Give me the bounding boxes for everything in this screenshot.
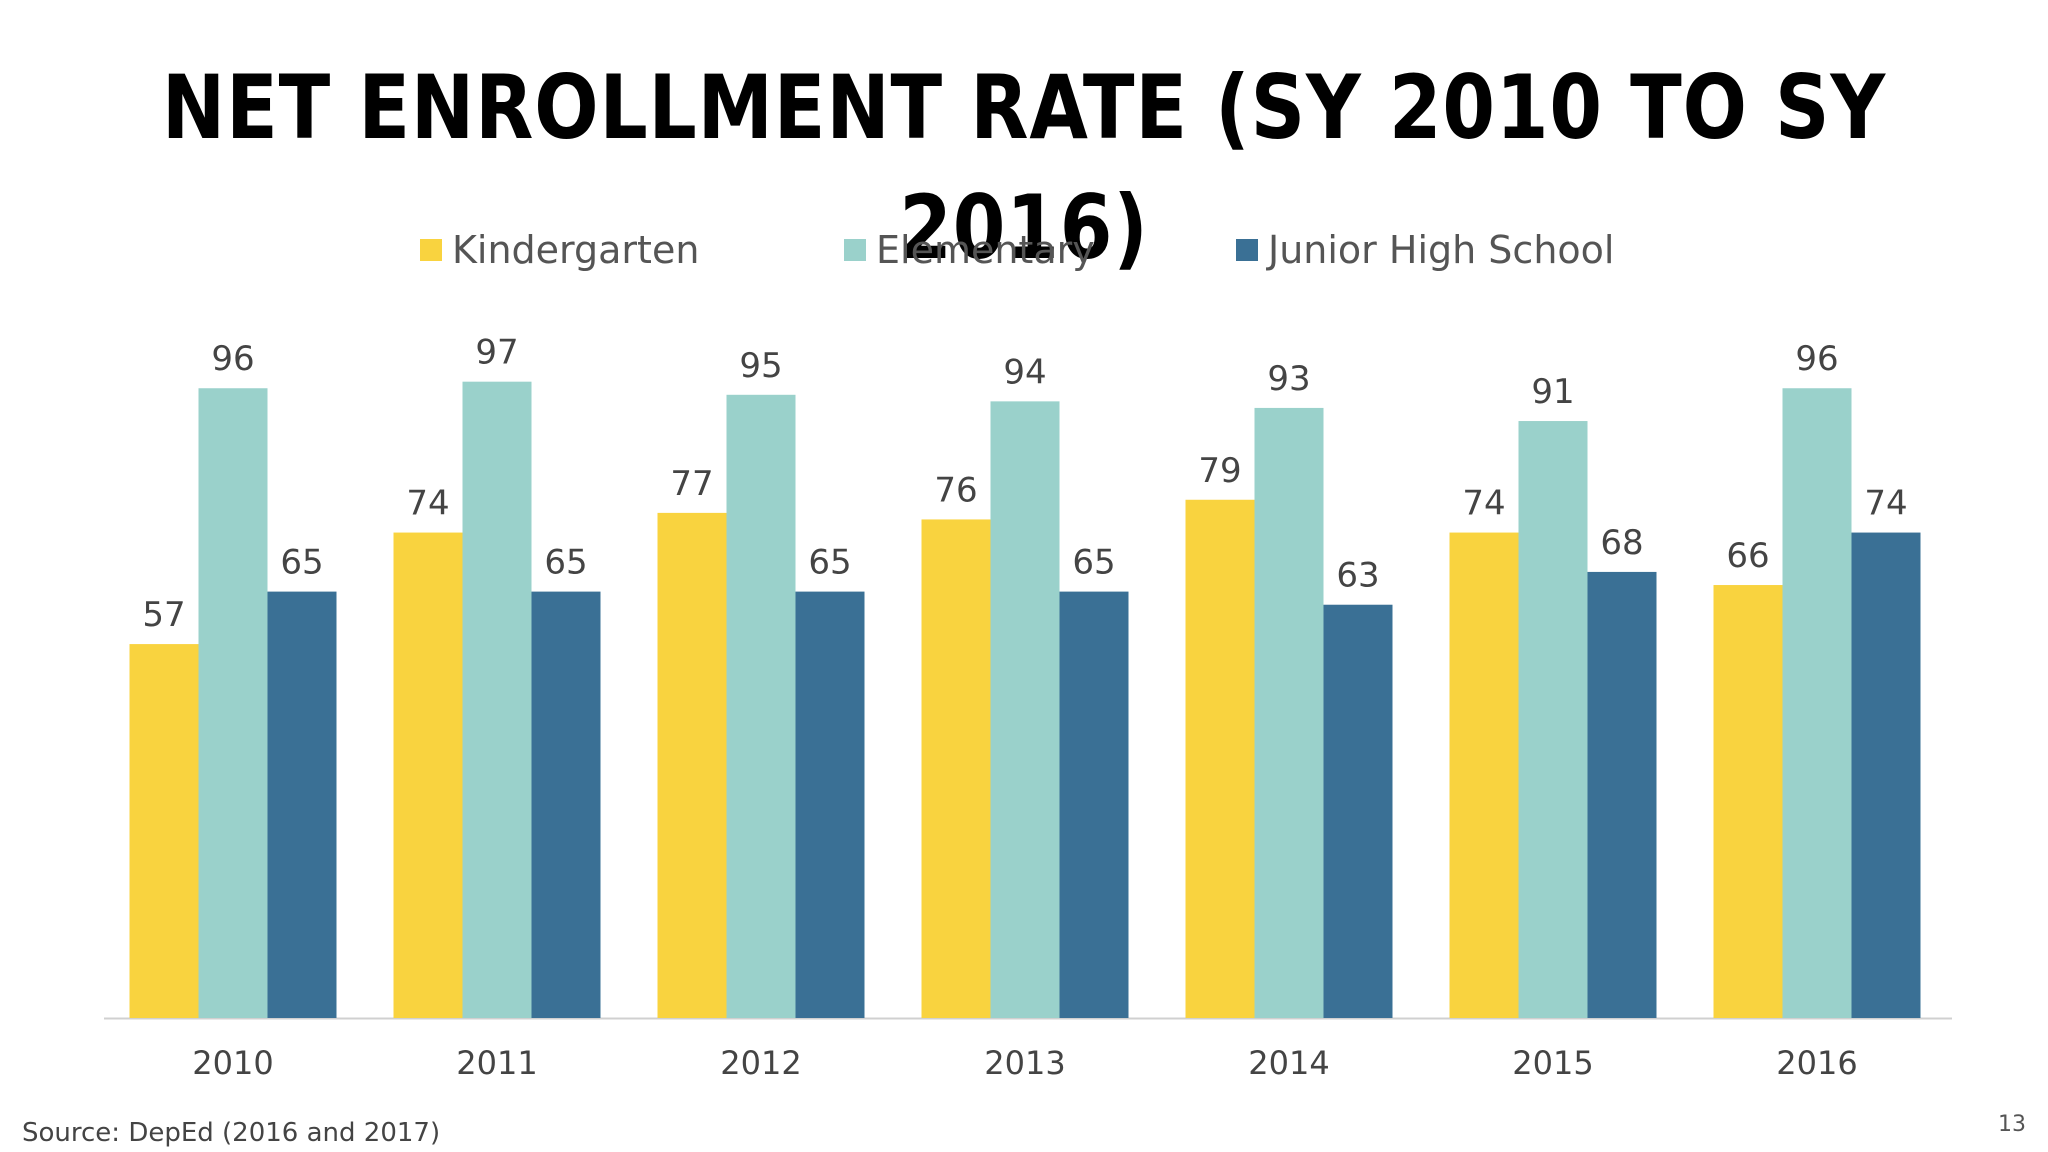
- data-label-kindergarten-2013: 76: [934, 470, 977, 510]
- data-label-kindergarten-2010: 57: [142, 595, 185, 635]
- legend-label-elementary: Elementary: [876, 228, 1095, 272]
- source-note: Source: DepEd (2016 and 2017): [22, 1118, 441, 1148]
- chart-legend: Kindergarten Elementary Junior High Scho…: [0, 222, 2048, 278]
- data-label-elementary-2014: 93: [1267, 359, 1310, 399]
- data-label-elementary-2012: 95: [739, 346, 782, 386]
- x-tick-label-2011: 2011: [456, 1044, 537, 1082]
- data-label-junior-high-school-2013: 65: [1072, 543, 1115, 583]
- legend-swatch-kindergarten: [420, 239, 442, 261]
- data-label-kindergarten-2016: 66: [1726, 536, 1769, 576]
- bar-elementary-2014: [1254, 407, 1324, 1018]
- bar-junior-high-school-2011: [531, 591, 601, 1018]
- bar-kindergarten-2012: [657, 512, 727, 1018]
- bar-elementary-2013: [990, 401, 1060, 1018]
- x-tick-label-2012: 2012: [720, 1044, 801, 1082]
- bar-kindergarten-2016: [1713, 585, 1783, 1018]
- bar-junior-high-school-2010: [267, 591, 337, 1018]
- bar-junior-high-school-2013: [1059, 591, 1129, 1018]
- data-label-junior-high-school-2012: 65: [808, 543, 851, 583]
- bar-elementary-2015: [1518, 421, 1588, 1018]
- legend-item-junior-high-school: Junior High School: [1236, 222, 1614, 278]
- data-label-junior-high-school-2011: 65: [544, 543, 587, 583]
- bar-kindergarten-2013: [921, 519, 991, 1018]
- x-tick-label-2013: 2013: [984, 1044, 1065, 1082]
- bar-kindergarten-2015: [1449, 532, 1519, 1018]
- data-label-elementary-2010: 96: [211, 339, 254, 379]
- x-tick-label-2010: 2010: [192, 1044, 273, 1082]
- bar-kindergarten-2010: [129, 644, 199, 1018]
- x-tick-label-2016: 2016: [1776, 1044, 1857, 1082]
- data-label-kindergarten-2015: 74: [1462, 484, 1505, 524]
- page-number: 13: [1998, 1112, 2026, 1137]
- data-label-kindergarten-2014: 79: [1198, 451, 1241, 491]
- legend-item-kindergarten: Kindergarten: [420, 222, 699, 278]
- bar-elementary-2012: [726, 394, 796, 1018]
- legend-label-junior-high-school: Junior High School: [1268, 228, 1615, 272]
- bar-kindergarten-2011: [393, 532, 463, 1018]
- bar-junior-high-school-2015: [1587, 571, 1657, 1018]
- legend-swatch-junior-high-school: [1236, 239, 1258, 261]
- bar-elementary-2010: [198, 388, 268, 1018]
- chart-title: NET ENROLLMENT RATE (SY 2010 TO SY 2016): [161, 56, 1887, 279]
- data-label-elementary-2011: 97: [475, 333, 518, 373]
- data-label-kindergarten-2011: 74: [406, 484, 449, 524]
- x-tick-label-2014: 2014: [1248, 1044, 1329, 1082]
- x-tick-label-2015: 2015: [1512, 1044, 1593, 1082]
- data-label-kindergarten-2012: 77: [670, 464, 713, 504]
- data-label-elementary-2016: 96: [1795, 339, 1838, 379]
- bar-junior-high-school-2014: [1323, 604, 1393, 1018]
- data-label-junior-high-school-2015: 68: [1600, 523, 1643, 563]
- bar-junior-high-school-2016: [1851, 532, 1921, 1018]
- bar-kindergarten-2014: [1185, 499, 1255, 1018]
- legend-swatch-elementary: [844, 239, 866, 261]
- legend-label-kindergarten: Kindergarten: [452, 228, 700, 272]
- data-label-junior-high-school-2010: 65: [280, 543, 323, 583]
- bar-elementary-2016: [1782, 388, 1852, 1018]
- data-label-elementary-2015: 91: [1531, 372, 1574, 412]
- data-label-junior-high-school-2016: 74: [1864, 484, 1907, 524]
- legend-item-elementary: Elementary: [844, 222, 1095, 278]
- bar-junior-high-school-2012: [795, 591, 865, 1018]
- bar-elementary-2011: [462, 381, 532, 1018]
- data-label-junior-high-school-2014: 63: [1336, 556, 1379, 596]
- data-label-elementary-2013: 94: [1003, 352, 1046, 392]
